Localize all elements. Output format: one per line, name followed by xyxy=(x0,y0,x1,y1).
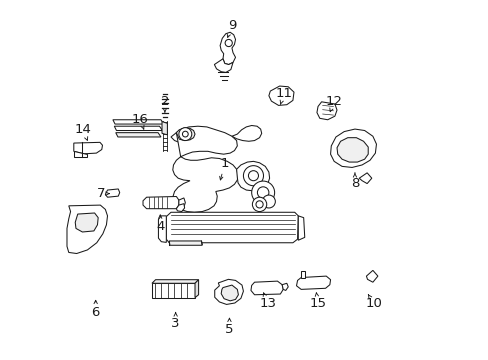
Polygon shape xyxy=(296,276,330,289)
Polygon shape xyxy=(316,102,336,120)
Circle shape xyxy=(255,201,263,208)
Polygon shape xyxy=(231,126,261,141)
Polygon shape xyxy=(366,270,377,282)
Text: 13: 13 xyxy=(259,297,276,310)
Polygon shape xyxy=(116,133,161,137)
Polygon shape xyxy=(105,189,120,197)
Polygon shape xyxy=(282,283,287,291)
Polygon shape xyxy=(236,161,269,191)
Polygon shape xyxy=(158,216,166,242)
Text: 3: 3 xyxy=(171,317,180,330)
Circle shape xyxy=(248,171,258,181)
Polygon shape xyxy=(75,213,98,232)
Polygon shape xyxy=(298,216,304,240)
Polygon shape xyxy=(359,173,371,184)
Text: 2: 2 xyxy=(161,95,169,108)
Polygon shape xyxy=(113,120,163,124)
Polygon shape xyxy=(179,198,185,207)
Circle shape xyxy=(251,181,274,204)
Text: 5: 5 xyxy=(225,323,233,336)
Text: 12: 12 xyxy=(325,95,342,108)
Polygon shape xyxy=(250,281,283,295)
Text: 16: 16 xyxy=(131,113,148,126)
Circle shape xyxy=(252,197,266,212)
Polygon shape xyxy=(221,285,238,301)
Circle shape xyxy=(262,195,275,208)
Polygon shape xyxy=(152,283,195,298)
Polygon shape xyxy=(152,280,198,283)
Polygon shape xyxy=(67,205,107,253)
Polygon shape xyxy=(220,32,235,64)
Text: 11: 11 xyxy=(275,87,292,100)
Polygon shape xyxy=(301,271,304,278)
Text: 8: 8 xyxy=(350,177,358,190)
Polygon shape xyxy=(336,138,367,162)
Polygon shape xyxy=(330,129,376,167)
Polygon shape xyxy=(268,86,293,105)
Circle shape xyxy=(257,187,268,198)
Circle shape xyxy=(182,131,188,137)
Polygon shape xyxy=(74,151,87,157)
Polygon shape xyxy=(195,280,198,298)
Circle shape xyxy=(224,40,232,46)
Text: 1: 1 xyxy=(220,157,228,170)
Text: 9: 9 xyxy=(227,19,236,32)
Polygon shape xyxy=(214,59,233,72)
Text: 10: 10 xyxy=(365,297,382,310)
Polygon shape xyxy=(172,126,238,212)
Polygon shape xyxy=(166,212,298,243)
Polygon shape xyxy=(214,279,243,305)
Polygon shape xyxy=(176,128,195,140)
Text: 6: 6 xyxy=(91,306,100,319)
Circle shape xyxy=(179,128,191,140)
Polygon shape xyxy=(169,241,202,245)
Polygon shape xyxy=(176,204,184,212)
Polygon shape xyxy=(142,197,179,209)
Text: 4: 4 xyxy=(156,220,164,233)
Circle shape xyxy=(243,166,263,186)
Polygon shape xyxy=(171,130,194,143)
Text: 15: 15 xyxy=(309,297,326,310)
Polygon shape xyxy=(114,126,162,131)
Text: 14: 14 xyxy=(75,123,91,136)
Polygon shape xyxy=(74,142,102,154)
Text: 7: 7 xyxy=(97,187,105,200)
Polygon shape xyxy=(162,122,167,135)
